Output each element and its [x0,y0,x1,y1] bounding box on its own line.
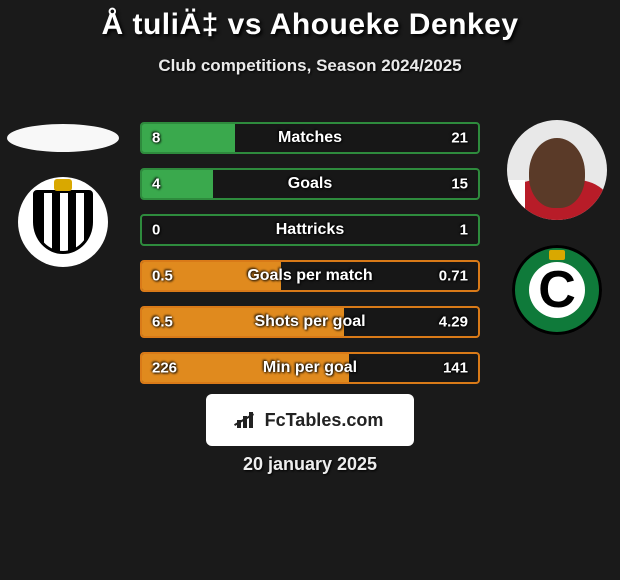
right-player-column [502,120,612,335]
stat-row: 415Goals [140,168,480,200]
stat-label: Matches [142,129,478,147]
right-player-photo [507,120,607,220]
stat-row: 226141Min per goal [140,352,480,384]
stat-label: Hattricks [142,221,478,239]
charleroi-badge-icon [33,190,93,254]
brand-label: FcTables.com [265,410,384,431]
right-club-logo [512,245,602,335]
left-player-photo [7,124,119,152]
stat-row: 01Hattricks [140,214,480,246]
left-club-logo [18,177,108,267]
stat-label: Shots per goal [142,313,478,331]
stat-label: Min per goal [142,359,478,377]
left-player-column [8,120,118,267]
comparison-chart: 821Matches 415Goals 01Hattricks 0.50.71Goal… [140,122,480,398]
snapshot-date: 20 january 2025 [0,454,620,475]
stat-row: 821Matches [140,122,480,154]
page-title: Å tuliÄ‡ vs Ahoueke Denkey [0,0,620,42]
cercle-badge-icon [512,245,602,335]
stat-label: Goals [142,175,478,193]
stat-row: 6.54.29Shots per goal [140,306,480,338]
stat-label: Goals per match [142,267,478,285]
fctables-icon [237,412,259,428]
subtitle: Club competitions, Season 2024/2025 [0,56,620,76]
stat-row: 0.50.71Goals per match [140,260,480,292]
brand-box: FcTables.com [206,394,414,446]
